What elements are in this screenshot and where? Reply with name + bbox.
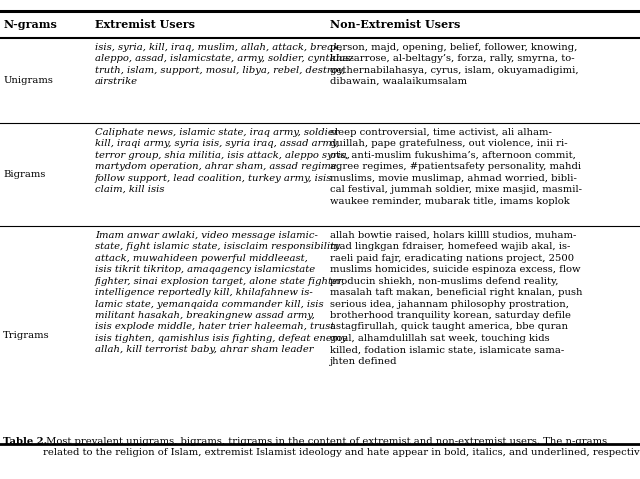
Text: Imam anwar awlaki, video message islamic-
state, fight islamic state, isisclaim : Imam anwar awlaki, video message islamic…: [95, 231, 347, 354]
Text: Extremist Users: Extremist Users: [95, 19, 195, 30]
Text: N-grams: N-grams: [3, 19, 57, 30]
Text: isis, syria, kill, iraq, muslim, allah, attack, break,
aleppo, assad, islamicsta: isis, syria, kill, iraq, muslim, allah, …: [95, 43, 353, 86]
Text: allah bowtie raised, holars killll studios, muham-
mad lingkgan fdraiser, homefe: allah bowtie raised, holars killll studi…: [330, 231, 582, 366]
Text: Table 2.: Table 2.: [3, 437, 47, 446]
Text: Trigrams: Trigrams: [3, 331, 50, 340]
Text: Bigrams: Bigrams: [3, 170, 45, 179]
Text: person, majd, opening, belief, follower, knowing,
khazarrose, al-beltagy’s, forz: person, majd, opening, belief, follower,…: [330, 43, 578, 86]
Text: Most prevalent unigrams, bigrams, trigrams in the content of extremist and non-e: Most prevalent unigrams, bigrams, trigra…: [43, 437, 640, 457]
Text: sleep controversial, time activist, ali alham-
duillah, pape gratefulness, out v: sleep controversial, time activist, ali …: [330, 128, 582, 205]
Text: Caliphate news, islamic state, iraq army, soldier
kill, iraqi army, syria isis, : Caliphate news, islamic state, iraq army…: [95, 128, 349, 194]
Text: Unigrams: Unigrams: [3, 76, 53, 85]
Text: Non-Extremist Users: Non-Extremist Users: [330, 19, 460, 30]
